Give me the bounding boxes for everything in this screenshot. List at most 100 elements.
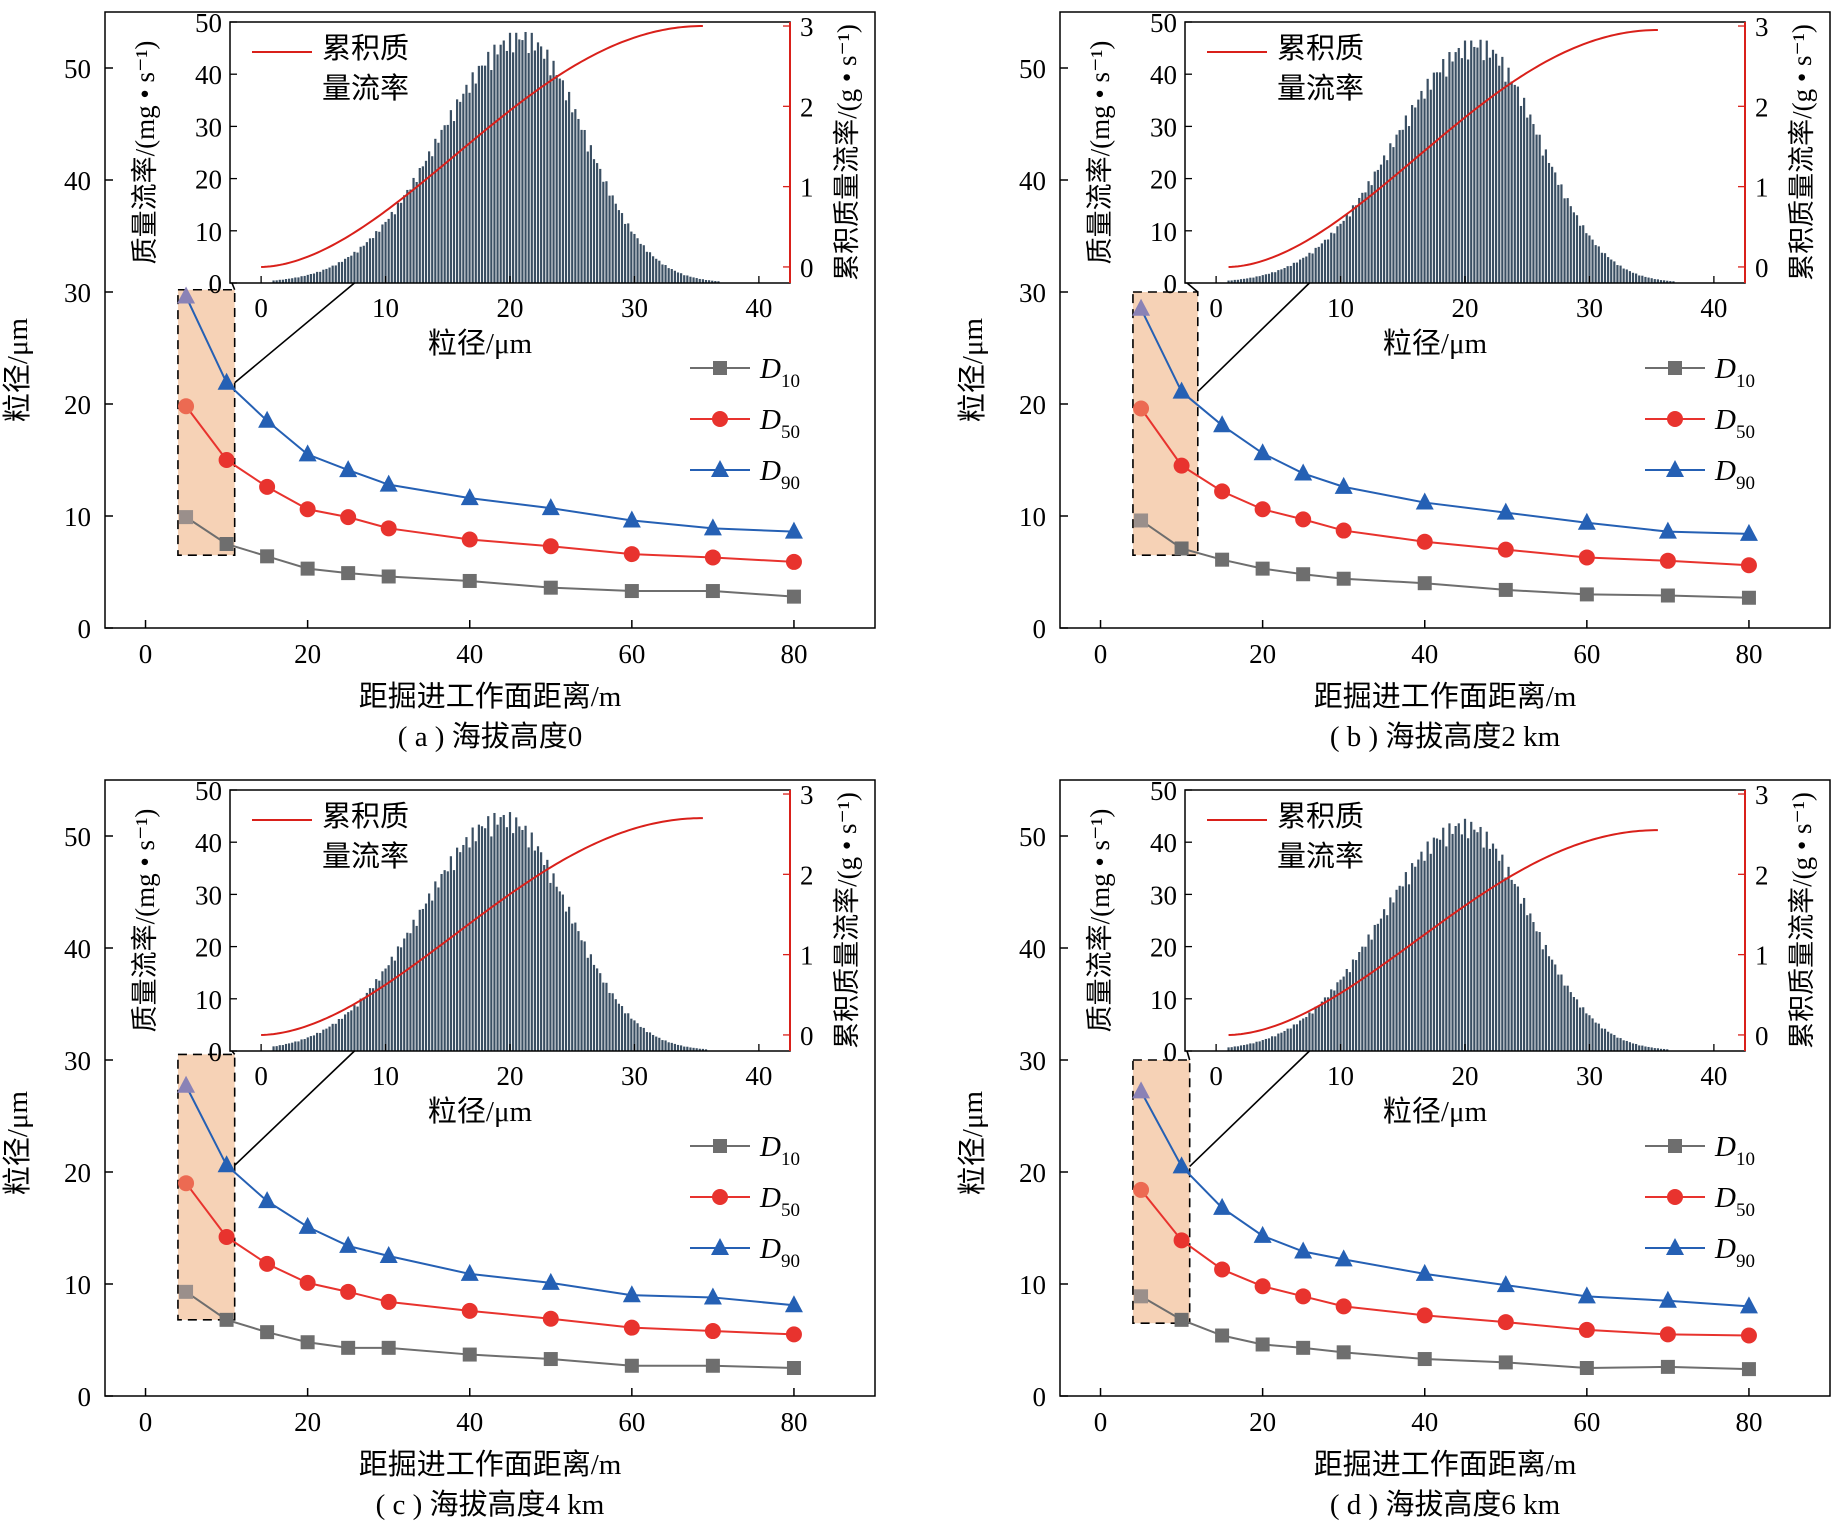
x-tick-label: 60	[1573, 639, 1600, 669]
histogram-bar	[1283, 1030, 1286, 1051]
histogram-bar	[468, 847, 471, 1051]
histogram-bar	[1411, 863, 1414, 1051]
inset-y-right-tick-label: 0	[1755, 253, 1769, 283]
inset-y-right-tick-label: 1	[800, 941, 814, 971]
histogram-bar	[1417, 99, 1420, 283]
histogram-bar	[443, 125, 446, 283]
inset-y-left-tick-label: 20	[195, 165, 222, 195]
histogram-bar	[624, 1013, 627, 1051]
series-D50-marker	[542, 1310, 559, 1327]
histogram-bar	[1280, 269, 1283, 283]
histogram-bar	[1330, 989, 1333, 1051]
histogram-bar	[309, 1036, 312, 1051]
histogram-bar	[1373, 924, 1376, 1051]
histogram-bar	[655, 1036, 658, 1051]
legend-D10-label: D10	[759, 1131, 800, 1170]
histogram-bar	[493, 44, 496, 283]
histogram-bar	[484, 65, 487, 283]
histogram-bar	[412, 919, 415, 1051]
histogram-bar	[390, 956, 393, 1051]
histogram-bar	[1364, 192, 1367, 283]
histogram-bar	[312, 273, 316, 283]
histogram-bar	[549, 882, 552, 1051]
series-D90-marker	[1172, 381, 1191, 399]
histogram-bar	[1510, 879, 1513, 1051]
histogram-bar	[300, 1039, 303, 1051]
inset-y-left-axis-label: 质量流率/(mg • s⁻¹)	[130, 41, 160, 265]
histogram-bar	[1429, 853, 1432, 1051]
histogram-bar	[636, 1023, 639, 1051]
series-D50-marker	[1133, 400, 1150, 417]
histogram-bar	[680, 273, 683, 283]
histogram-bar	[303, 275, 306, 283]
histogram-bar	[1603, 253, 1607, 283]
histogram-bar	[1585, 233, 1588, 283]
series-D10-marker	[300, 1335, 315, 1350]
histogram-bar	[275, 280, 278, 283]
inset-x-tick-label: 30	[621, 293, 648, 323]
histogram-bar	[1426, 78, 1429, 283]
histogram-bar	[1420, 90, 1423, 283]
histogram-bar	[574, 922, 577, 1051]
histogram-bar	[1663, 1048, 1666, 1051]
legend-D50-label: D50	[1714, 404, 1755, 443]
histogram-bar	[1367, 934, 1370, 1051]
series-D90-marker	[1294, 463, 1313, 481]
histogram-bar	[555, 886, 558, 1051]
histogram-bar	[1641, 1045, 1644, 1051]
series-D10-marker	[1336, 1345, 1351, 1360]
series-D10-marker	[624, 584, 639, 599]
series-D50-marker	[259, 1255, 276, 1272]
histogram-bar	[368, 238, 372, 283]
histogram-bar	[1314, 1006, 1317, 1051]
histogram-bar	[487, 51, 490, 283]
histogram-bar	[1295, 262, 1299, 283]
inset-x-tick-label: 30	[1576, 1061, 1603, 1091]
histogram-bar	[396, 946, 400, 1051]
histogram-bar	[1267, 273, 1271, 283]
histogram-bar	[465, 84, 468, 283]
histogram-bar	[1370, 939, 1373, 1051]
histogram-bar	[1339, 223, 1342, 283]
histogram-bar	[1600, 1028, 1603, 1051]
series-D90-marker	[1132, 298, 1151, 316]
x-tick-label: 40	[456, 1407, 483, 1437]
series-D50-marker	[1214, 1261, 1231, 1278]
inset-y-left-tick-label: 10	[195, 217, 222, 247]
histogram-bar	[1355, 205, 1358, 283]
series-D10-marker	[381, 569, 396, 584]
series-D10-marker	[1579, 1361, 1594, 1375]
histogram-bar	[1544, 944, 1547, 1051]
histogram-bar	[331, 265, 334, 283]
inset-y-left-tick-label: 50	[195, 776, 222, 806]
histogram-bar	[291, 1042, 294, 1051]
histogram-bar	[714, 281, 717, 283]
y-tick-label: 40	[1019, 934, 1046, 964]
histogram-bar	[1547, 956, 1551, 1051]
histogram-bar	[1526, 915, 1529, 1051]
y-tick-label: 30	[1019, 278, 1046, 308]
series-D90-marker	[1496, 502, 1515, 520]
legend-D90-label: D90	[1714, 1233, 1755, 1272]
histogram-bar	[1414, 866, 1417, 1051]
histogram-bar	[1454, 825, 1457, 1051]
inset-x-tick-label: 20	[1452, 1061, 1479, 1091]
histogram-bar	[353, 1005, 356, 1051]
series-D50-marker	[299, 1274, 316, 1291]
histogram-bar	[1541, 155, 1544, 283]
histogram-bar	[456, 99, 459, 283]
series-D10-marker	[1741, 590, 1756, 605]
histogram-bar	[434, 138, 437, 283]
histogram-bar	[1373, 171, 1376, 283]
series-D10-marker	[1579, 587, 1594, 602]
series-D90-marker	[1577, 512, 1596, 530]
histogram-bar	[1233, 1046, 1236, 1051]
histogram-bar	[294, 277, 297, 283]
cumulative-curve	[261, 25, 703, 268]
inset-y-right-tick-label: 3	[800, 780, 814, 810]
inset-x-tick-label: 0	[1209, 293, 1223, 323]
histogram-bar	[428, 893, 431, 1051]
histogram-bar	[1572, 212, 1575, 283]
legend-D50-marker	[1667, 1189, 1683, 1205]
inset-y-right-tick-label: 1	[1755, 941, 1769, 971]
